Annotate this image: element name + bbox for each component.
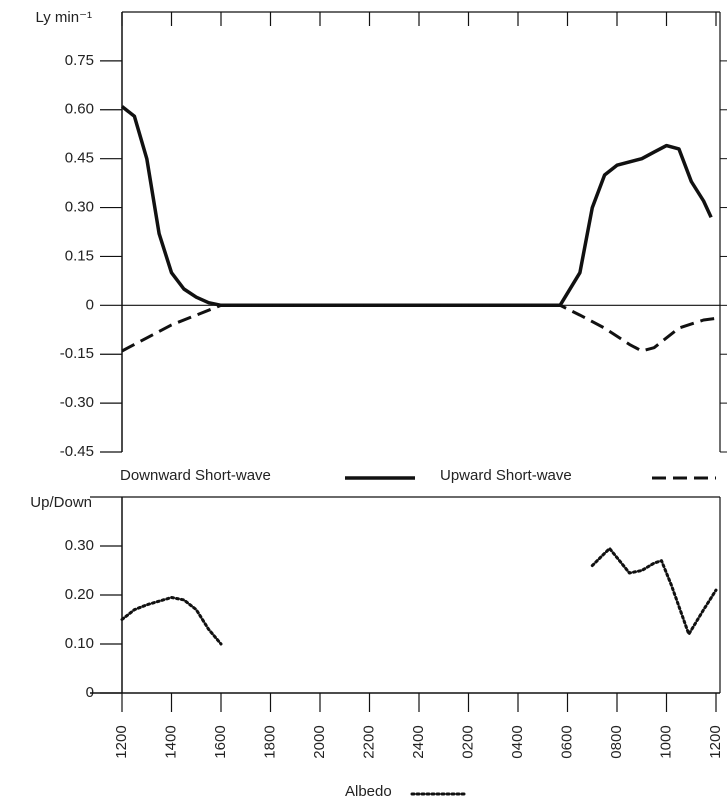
- x-tick-label: 0200: [459, 725, 476, 758]
- legend-label: Albedo: [345, 783, 392, 800]
- x-tick-label: 1200: [113, 725, 130, 758]
- x-tick-label: 0600: [558, 725, 575, 758]
- x-tick-label: 1800: [261, 725, 278, 758]
- y-axis-title: Ly min⁻¹: [35, 9, 92, 26]
- x-tick-label: 2400: [410, 725, 427, 758]
- x-tick-label: 1600: [212, 725, 229, 758]
- y-tick-label: -0.15: [60, 345, 94, 362]
- x-tick-label: 0800: [608, 725, 625, 758]
- y-tick-label: 0.15: [65, 247, 94, 264]
- data-line: [121, 303, 717, 353]
- y-tick-label: -0.45: [60, 443, 94, 460]
- y-tick-label: 0: [86, 684, 94, 701]
- y-tick-label: 0.75: [65, 52, 94, 69]
- y-tick-label: 0.10: [65, 635, 94, 652]
- y-tick-label: 0.30: [65, 199, 94, 216]
- y-tick-label: 0.30: [65, 537, 94, 554]
- y-tick-label: -0.30: [60, 394, 94, 411]
- data-line: [120, 105, 713, 308]
- y-axis-title: Up/Down: [30, 494, 92, 511]
- x-tick-label: 1400: [162, 725, 179, 758]
- x-tick-label: 2000: [311, 725, 328, 758]
- legend-label: Downward Short-wave: [120, 467, 271, 484]
- x-tick-label: 1000: [657, 725, 674, 758]
- y-tick-label: 0.60: [65, 101, 94, 118]
- y-tick-label: 0: [86, 296, 94, 313]
- x-tick-label: 2200: [360, 725, 377, 758]
- x-tick-label: 1200: [707, 725, 724, 758]
- legend-label: Upward Short-wave: [440, 467, 572, 484]
- y-tick-label: 0.20: [65, 586, 94, 603]
- y-tick-label: 0.45: [65, 150, 94, 167]
- x-tick-label: 0400: [509, 725, 526, 758]
- data-line: [120, 547, 718, 646]
